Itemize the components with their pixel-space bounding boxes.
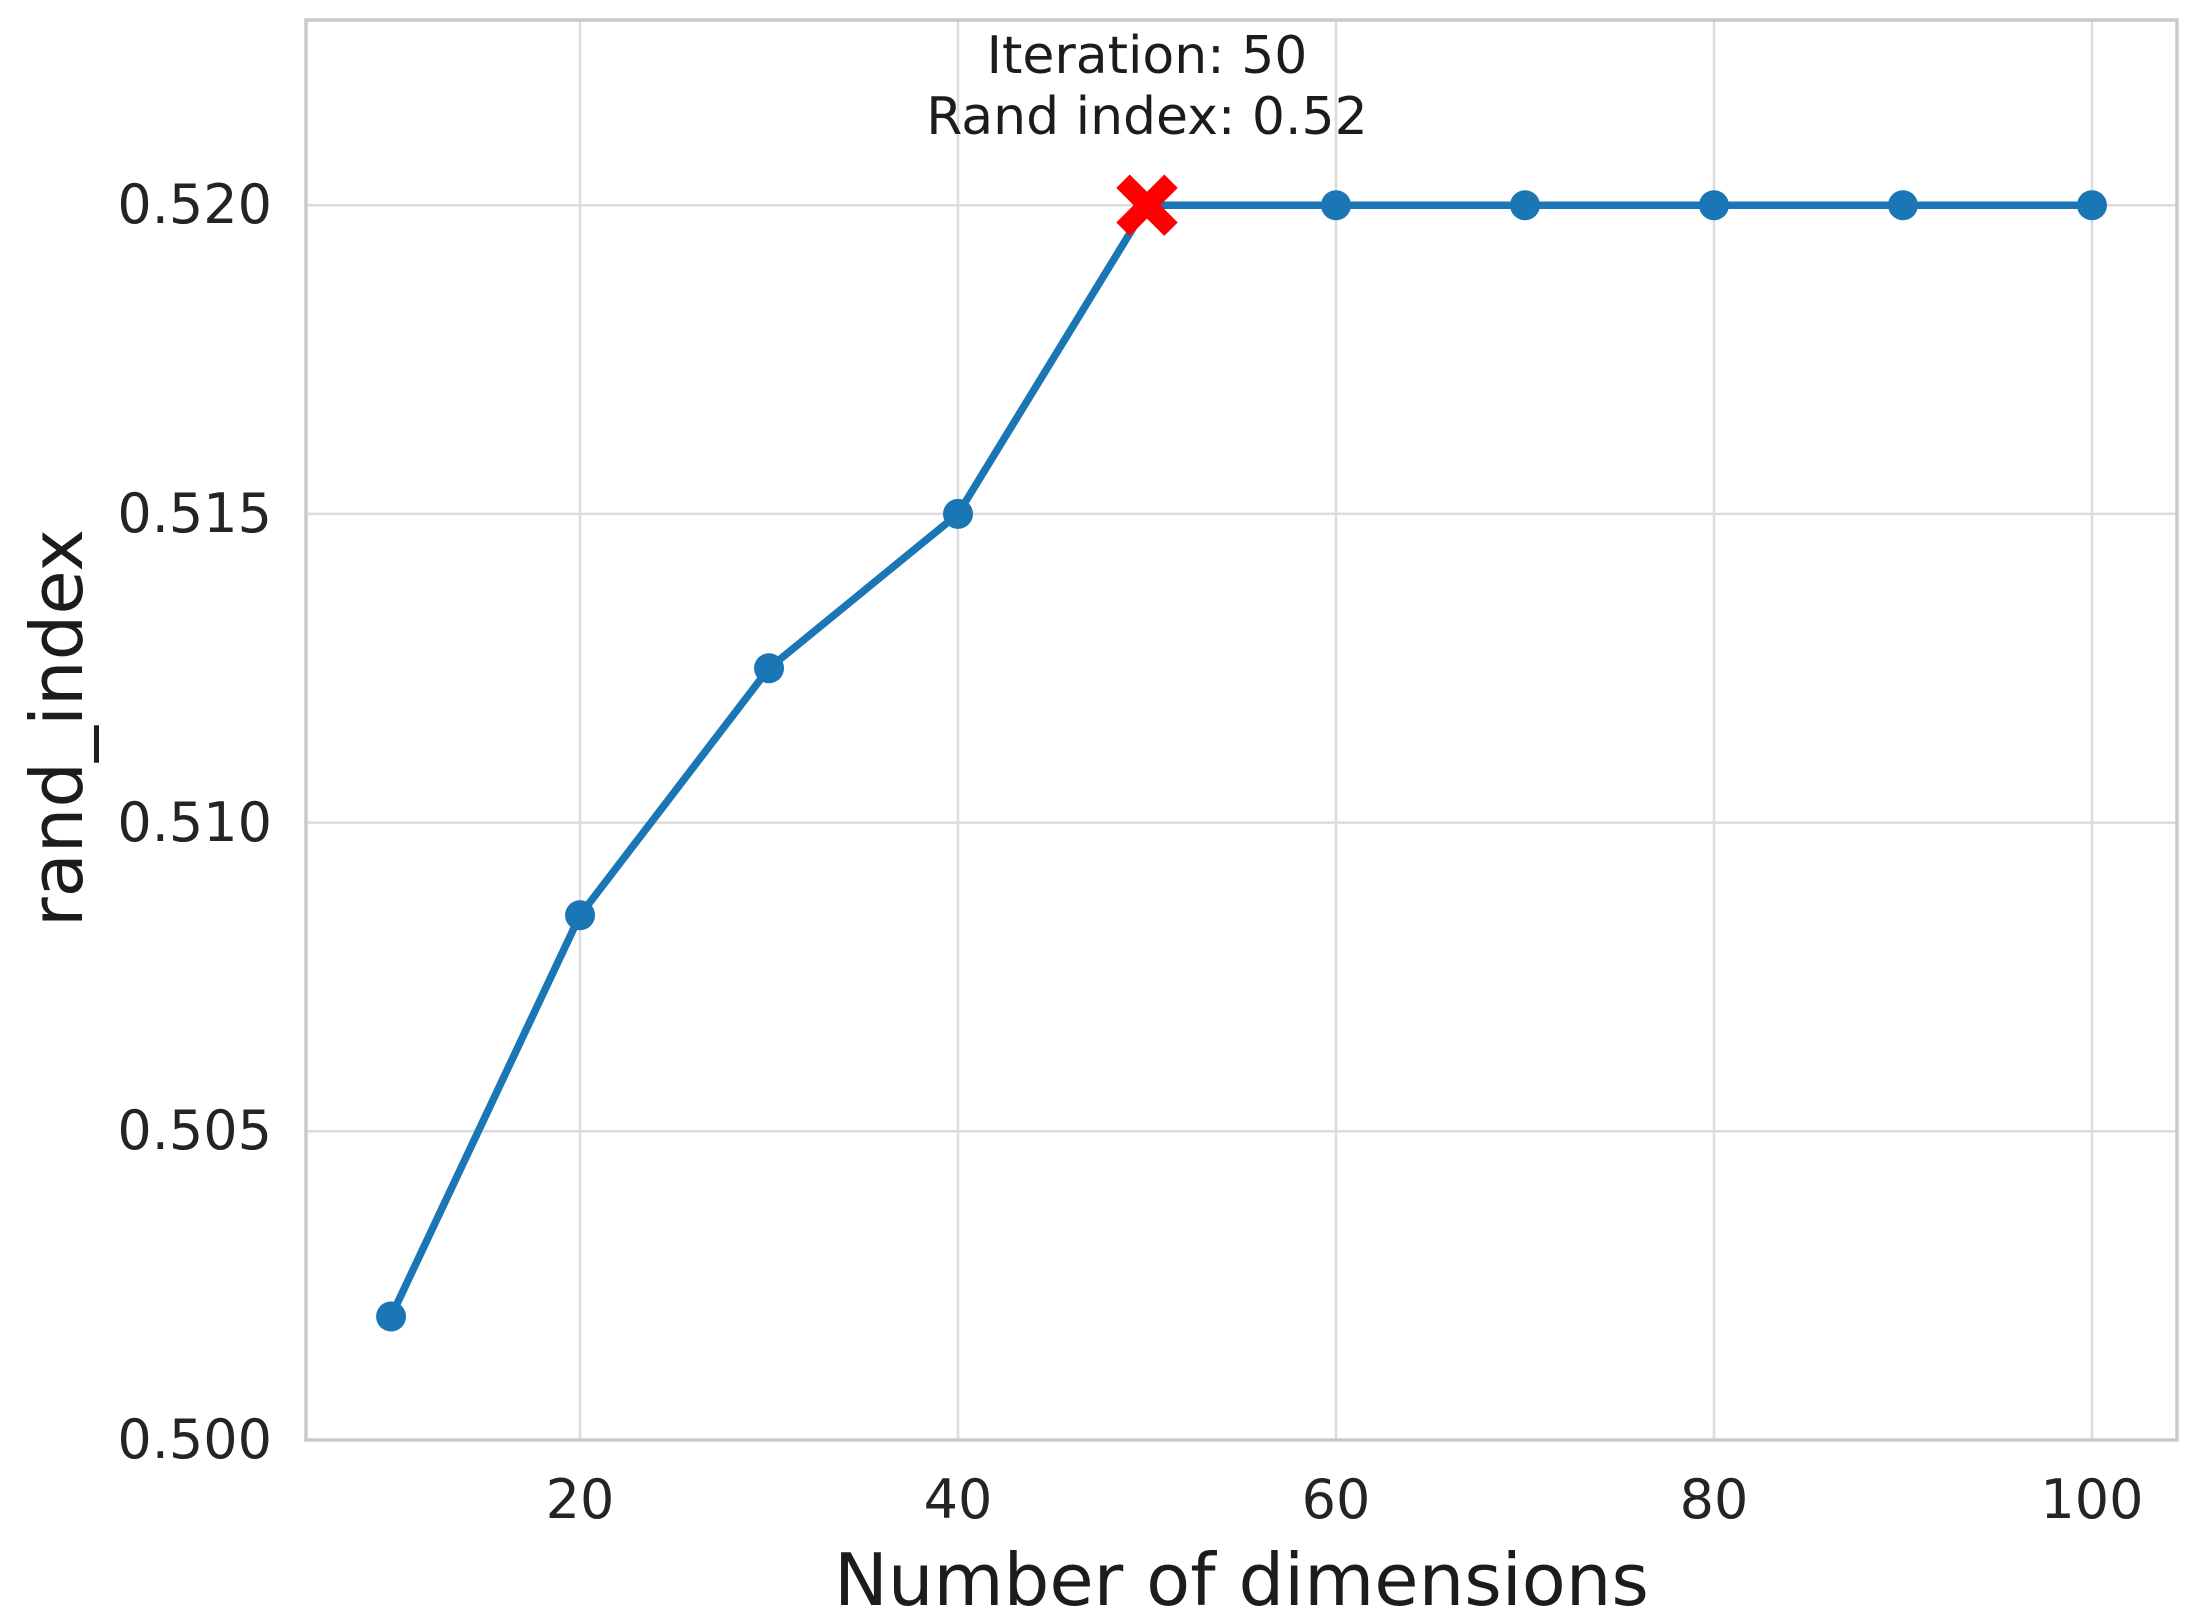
x-tick-label: 80 — [1679, 1468, 1749, 1531]
x-tick-label: 60 — [1301, 1468, 1371, 1531]
data-point-marker — [376, 1301, 407, 1332]
annotation-line-2: Rand index: 0.52 — [926, 87, 1368, 148]
y-tick-label: 0.500 — [117, 1408, 272, 1471]
data-point-marker — [943, 498, 974, 529]
y-axis-label: rand_index — [15, 528, 99, 928]
data-point-marker — [754, 653, 785, 684]
annotation-line-1: Iteration: 50 — [986, 26, 1308, 86]
y-tick-label: 0.515 — [117, 481, 272, 545]
highlight-x-marker — [1116, 174, 1178, 236]
data-point-marker — [1320, 190, 1351, 221]
y-tick-label: 0.510 — [117, 790, 272, 854]
data-point-marker — [2076, 190, 2107, 221]
x-tick-label: 100 — [2040, 1468, 2144, 1531]
x-tick-label: 20 — [545, 1468, 615, 1531]
x-tick-label: 40 — [923, 1468, 993, 1531]
series-line — [387, 201, 2096, 1321]
data-point-marker — [1509, 190, 1540, 221]
axes-spines — [304, 18, 2179, 1442]
plot-background — [306, 20, 2177, 1440]
x-axis-label: Number of dimensions — [834, 1538, 1649, 1621]
data-point-marker — [565, 900, 596, 931]
data-point-marker — [1887, 190, 1918, 221]
y-tick-label: 0.505 — [117, 1099, 272, 1163]
y-tick-label: 0.520 — [117, 173, 272, 237]
annotation: Iteration: 50 Rand index: 0.52 — [926, 26, 1367, 149]
data-point-marker — [1698, 190, 1729, 221]
